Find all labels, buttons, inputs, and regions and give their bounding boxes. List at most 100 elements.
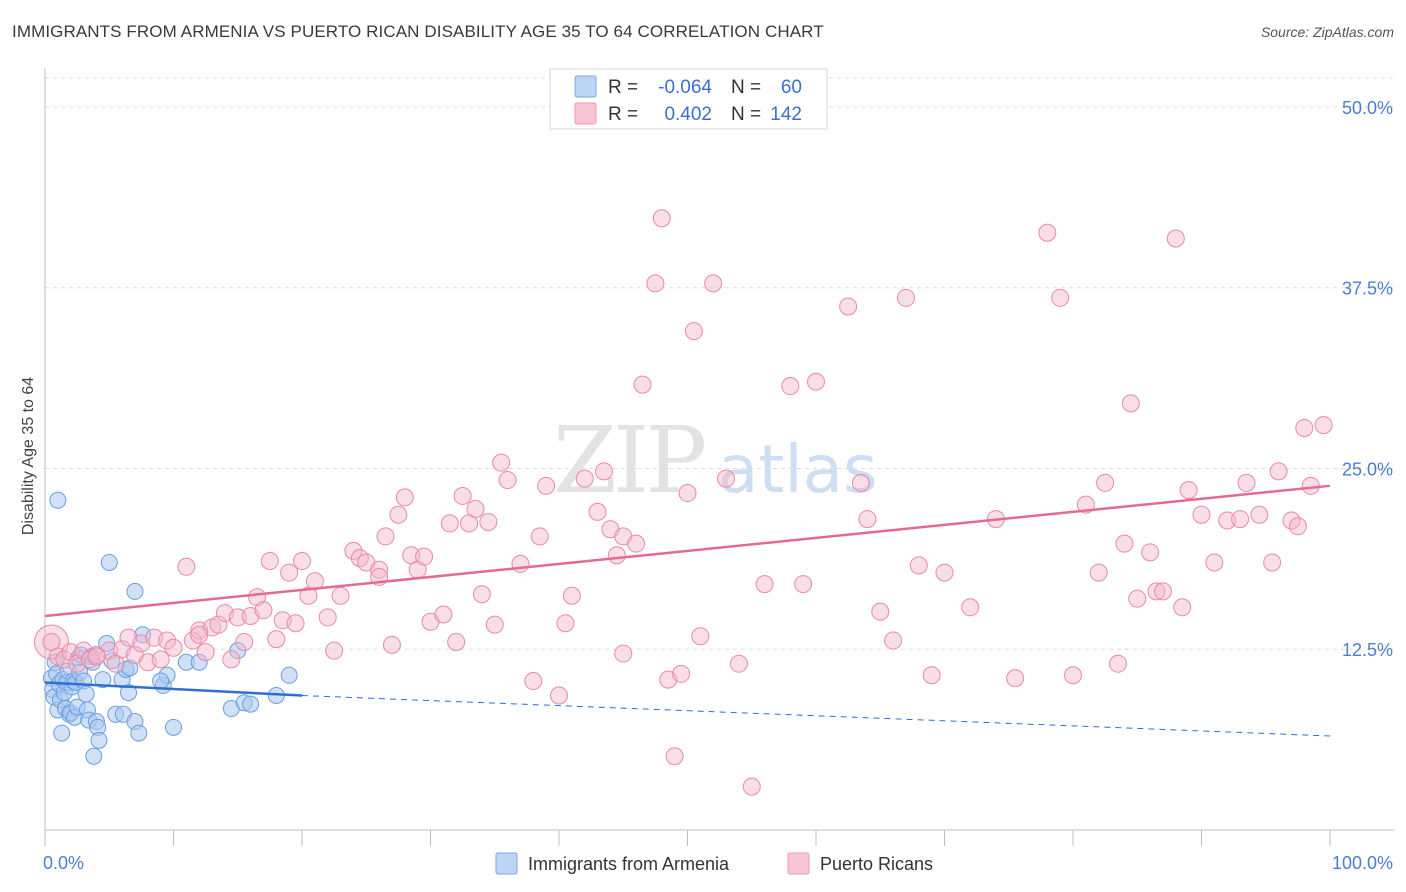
pink-point-101	[884, 631, 903, 650]
bottom-legend-swatch-armenia	[495, 852, 518, 875]
pink-point-117	[1121, 394, 1140, 413]
pink-point-64	[492, 453, 511, 472]
pink-point-126	[1205, 553, 1224, 572]
pink-point-85	[672, 664, 691, 683]
pink-point-105	[935, 563, 954, 582]
axes	[44, 68, 1395, 846]
pink-point-35	[280, 563, 299, 582]
legend-n-value-2: 142	[770, 104, 802, 125]
pink-point-103	[909, 556, 928, 575]
pink-point-36	[286, 614, 305, 633]
pink-point-17	[158, 631, 177, 650]
pink-point-111	[1064, 666, 1082, 685]
pink-point-130	[1250, 505, 1269, 524]
blue-point-53	[190, 653, 208, 671]
blue-point-50	[152, 672, 170, 690]
pink-point-125	[1192, 505, 1211, 524]
pink-point-47	[376, 527, 395, 546]
legend-r-label-1: R =	[608, 77, 638, 98]
blue-point-36	[100, 553, 118, 571]
pink-point-120	[1147, 582, 1166, 601]
pink-point-53	[415, 547, 434, 566]
trend-lines	[44, 484, 1331, 737]
blue-point-43	[121, 659, 139, 677]
blue-point-35	[98, 634, 116, 652]
armenia-trend-solid	[44, 681, 303, 697]
pink-point-63	[485, 615, 504, 634]
blue-point-25	[77, 685, 95, 703]
pink-point-48	[382, 635, 401, 654]
pink-point-65	[498, 471, 517, 490]
pink-point-31	[254, 601, 273, 620]
pink-point-79	[627, 534, 646, 553]
pink-point-73	[575, 469, 594, 488]
pink-point-55	[434, 605, 453, 624]
blue-point-59	[280, 666, 298, 684]
series-armenia-points	[42, 491, 298, 765]
legend-swatch-puerto-rican	[574, 102, 597, 125]
blue-point-8	[53, 724, 71, 742]
chart-title: IMMIGRANTS FROM ARMENIA VS PUERTO RICAN …	[12, 22, 824, 41]
pink-point-108	[1006, 669, 1025, 688]
pink-point-95	[794, 575, 813, 594]
pink-point-75	[594, 462, 613, 481]
source-credit: Source: ZipAtlas.com	[1260, 24, 1394, 40]
pink-point-16	[151, 650, 170, 669]
legend-n-label-2: N =	[731, 104, 761, 125]
blue-point-60	[49, 491, 67, 509]
legend-swatch-armenia	[574, 75, 597, 98]
pink-point-106	[961, 598, 980, 617]
pink-point-89	[704, 274, 723, 293]
pink-point-82	[652, 209, 671, 228]
pink-point-84	[665, 747, 684, 766]
pink-point-56	[440, 514, 459, 533]
pink-point-134	[1288, 517, 1307, 536]
pink-point-80	[633, 375, 652, 394]
pink-point-26	[222, 650, 241, 669]
pink-point-91	[729, 654, 748, 673]
y-tick-label-1: 25.0%	[1342, 459, 1393, 479]
pink-point-131	[1263, 553, 1282, 572]
pink-point-66	[511, 554, 530, 573]
armenia-trend-dashed	[301, 695, 1331, 737]
pink-point-94	[781, 377, 800, 396]
tick-labels: 12.5% 25.0% 37.5% 50.0% 0.0% 100.0%	[43, 98, 1393, 873]
legend-r-label-2: R =	[608, 104, 638, 125]
pink-point-135	[1295, 418, 1314, 437]
pink-point-98	[851, 473, 870, 492]
pink-point-62	[479, 512, 498, 531]
pink-point-92	[742, 777, 761, 796]
blue-point-34	[94, 671, 112, 689]
pink-point-132	[1269, 462, 1288, 481]
pink-point-137	[1314, 416, 1333, 435]
pink-point-115	[1108, 654, 1127, 673]
pink-point-109	[1038, 223, 1057, 242]
watermark-zip: ZIP	[553, 407, 704, 514]
pink-point-127	[1218, 511, 1237, 530]
pink-point-118	[1128, 589, 1147, 608]
y-axis-label: Disability Age 35 to 64	[20, 377, 37, 535]
pink-point-40	[318, 608, 337, 627]
pink-point-136	[1301, 476, 1320, 495]
pink-point-28	[235, 633, 254, 651]
pink-point-70	[550, 686, 568, 705]
pink-point-22	[196, 643, 215, 662]
y-tick-label-0: 12.5%	[1342, 640, 1393, 660]
pink-point-90	[717, 469, 736, 488]
pink-point-119	[1141, 543, 1160, 562]
x-tick-label-1: 100.0%	[1332, 853, 1393, 873]
pink-point-72	[562, 586, 581, 605]
pink-point-97	[839, 297, 858, 316]
pink-point-128	[1231, 510, 1250, 529]
pink-point-88	[691, 627, 710, 646]
legend-n-label-1: N =	[731, 77, 761, 98]
bottom-legend: Immigrants from Armenia Puerto Ricans	[495, 852, 933, 875]
bottom-legend-swatch-puerto-rican	[787, 852, 810, 875]
y-tick-label-3: 50.0%	[1342, 98, 1393, 118]
pink-point-81	[646, 274, 665, 293]
y-tick-label-2: 37.5%	[1342, 279, 1393, 299]
pink-point-46	[370, 560, 389, 579]
pink-point-77	[607, 546, 626, 565]
pink-point-24	[209, 615, 228, 634]
bottom-legend-label-armenia: Immigrants from Armenia	[528, 854, 730, 874]
